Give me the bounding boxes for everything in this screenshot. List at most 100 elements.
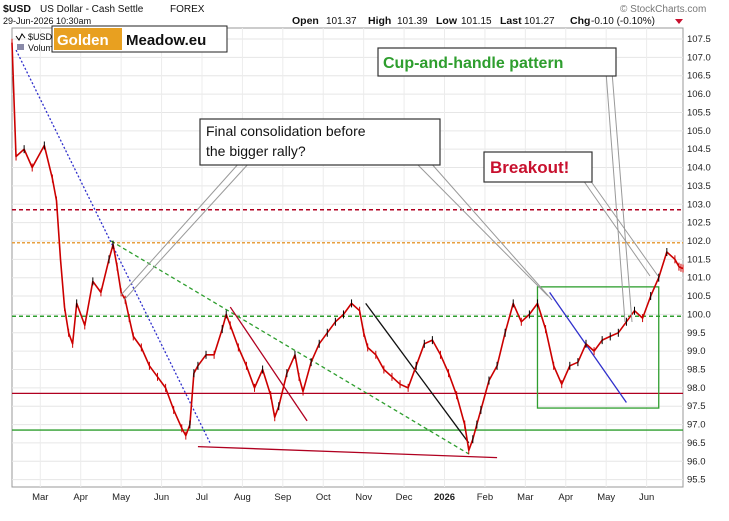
x-tick-label: Mar: [32, 492, 48, 503]
grid: [12, 28, 683, 487]
x-tick-label: Nov: [355, 492, 372, 503]
trendline: [229, 306, 308, 422]
annotation-consolidation: Final consolidation before the bigger ra…: [120, 118, 553, 301]
symbol-label: $USD: [3, 3, 31, 15]
y-tick-label: 102.5: [687, 218, 711, 229]
annotation-breakout: Breakout!: [483, 151, 659, 277]
pattern-box: [536, 286, 660, 409]
y-tick-label: 107.5: [687, 34, 711, 45]
y-axis: 95.5 96.0 96.5 97.0 97.5 98.0 98.5 99.0 99.5 100.…: [687, 34, 711, 486]
callout-pointer: [120, 161, 241, 296]
logo: Golden Meadow.eu: [51, 25, 228, 53]
x-tick-label: Feb: [477, 492, 493, 503]
callout-pointer: [611, 71, 633, 323]
chg-value: -0.10 (-0.10%): [591, 16, 655, 27]
plot-frame: [11, 27, 684, 488]
y-tick-label: 101.0: [687, 273, 711, 284]
x-axis: Mar Apr May Jun Jul Aug Sep Oct Nov Dec 2026 Feb Mar…: [32, 492, 654, 503]
open-value: 101.37: [326, 16, 357, 27]
y-tick-label: 104.5: [687, 144, 711, 155]
legend-series: $USD: [28, 32, 53, 42]
callout-pointer: [123, 161, 251, 301]
callout-box: [199, 118, 441, 166]
y-tick-label: 96.5: [687, 438, 706, 449]
market-label: FOREX: [170, 4, 205, 15]
down-arrow-icon: [675, 19, 683, 24]
cup-handle-label: Cup-and-handle pattern: [383, 55, 563, 72]
logo-accent: [54, 28, 122, 50]
high-value: 101.39: [397, 16, 428, 27]
source-label: © StockCharts.com: [620, 4, 706, 15]
y-tick-label: 103.0: [687, 199, 711, 210]
y-tick-label: 101.5: [687, 254, 711, 265]
y-tick-label: 103.5: [687, 181, 711, 192]
y-tick-label: 97.0: [687, 420, 706, 431]
series-line-icon: [15, 33, 26, 41]
callout-box: [483, 151, 593, 183]
trendline: [549, 292, 627, 403]
trendline: [15, 49, 211, 444]
y-tick-label: 97.5: [687, 401, 706, 412]
volume-icon: [17, 44, 24, 50]
trendline: [110, 240, 470, 455]
consolidation-line2: the bigger rally?: [206, 143, 306, 159]
x-tick-label: May: [597, 492, 615, 503]
y-tick-label: 105.0: [687, 126, 711, 137]
x-tick-label: 2026: [434, 492, 455, 503]
y-tick-label: 106.5: [687, 71, 711, 82]
date-label: 29-Jun-2026 10:30am: [3, 16, 91, 26]
logo-part2: Meadow.eu: [126, 32, 206, 49]
y-tick-label: 106.0: [687, 89, 711, 100]
y-tick-label: 96.0: [687, 456, 706, 467]
x-tick-label: Dec: [396, 492, 413, 503]
x-tick-label: Jul: [196, 492, 208, 503]
annotation-cup-handle: Cup-and-handle pattern: [377, 47, 633, 323]
high-label: High: [368, 15, 391, 27]
y-tick-label: 100.0: [687, 309, 711, 320]
consolidation-line1: Final consolidation before: [206, 123, 366, 139]
open-label: Open: [292, 15, 319, 27]
callout-pointer: [582, 179, 651, 277]
price-series: [11, 38, 684, 455]
x-tick-label: Apr: [558, 492, 573, 503]
callout-pointer: [589, 179, 659, 277]
pattern-boxes: [536, 286, 660, 409]
y-tick-label: 102.0: [687, 236, 711, 247]
x-tick-label: Mar: [517, 492, 533, 503]
y-tick-label: 105.5: [687, 107, 711, 118]
callout-pointer: [605, 71, 626, 323]
y-tick-label: 98.5: [687, 364, 706, 375]
x-tick-label: Oct: [316, 492, 331, 503]
y-tick-label: 107.0: [687, 52, 711, 63]
trendline: [365, 303, 470, 444]
last-label: Last: [500, 15, 522, 27]
breakout-label: Breakout!: [490, 158, 569, 177]
x-tick-label: May: [112, 492, 130, 503]
callout-box: [377, 47, 617, 77]
legend: $USD Volum: [15, 32, 53, 53]
callout-pointer: [429, 161, 553, 301]
y-tick-label: 98.0: [687, 383, 706, 394]
x-tick-label: Jun: [639, 492, 654, 503]
horizontal-levels: [12, 209, 683, 431]
x-tick-label: Sep: [274, 492, 291, 503]
callout-pointer: [414, 161, 549, 297]
trendline: [197, 445, 498, 459]
y-tick-label: 95.5: [687, 475, 706, 486]
y-tick-label: 99.0: [687, 346, 706, 357]
x-tick-label: Aug: [234, 492, 251, 503]
chg-label: Chg: [570, 15, 590, 27]
description-label: US Dollar - Cash Settle: [40, 4, 144, 15]
y-tick-label: 104.0: [687, 163, 711, 174]
x-tick-label: Apr: [73, 492, 88, 503]
low-label: Low: [436, 15, 458, 27]
price-line: [11, 42, 684, 452]
last-value: 101.27: [524, 16, 555, 27]
y-tick-label: 99.5: [687, 328, 706, 339]
trendlines: [15, 49, 627, 459]
low-value: 101.15: [461, 16, 492, 27]
y-tick-label: 100.5: [687, 291, 711, 302]
logo-part1: Golden: [57, 32, 109, 49]
